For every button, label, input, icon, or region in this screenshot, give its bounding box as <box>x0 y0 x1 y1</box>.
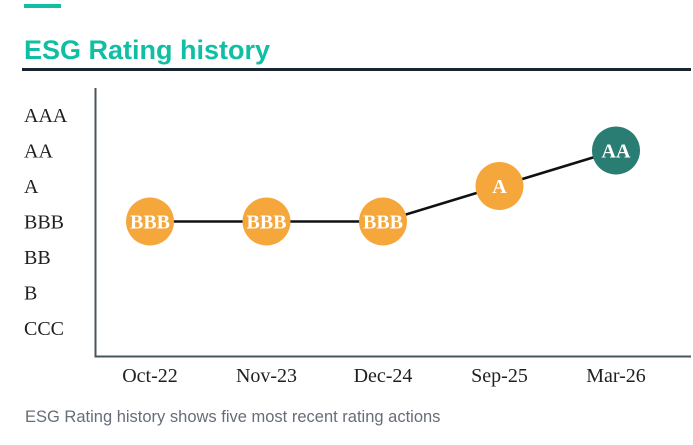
y-axis-label: AAA <box>24 105 68 127</box>
y-axis-label: AA <box>24 141 53 163</box>
y-axis-label: BB <box>24 247 51 269</box>
rating-point <box>242 197 291 246</box>
rating-point <box>126 197 174 246</box>
x-axis-label: Mar-26 <box>586 365 646 387</box>
rating-point-label: BBB <box>130 212 170 234</box>
x-axis-label: Sep-25 <box>471 365 528 387</box>
rating-point <box>359 197 407 246</box>
y-axis-label: A <box>24 176 39 198</box>
chart-caption: ESG Rating history shows five most recen… <box>25 408 441 426</box>
y-axis-label: BBB <box>24 212 64 234</box>
rating-point-label: A <box>492 176 507 198</box>
rating-point-label: AA <box>602 141 631 163</box>
page-title: ESG Rating history <box>24 35 271 66</box>
rating-point-label: BBB <box>363 212 403 234</box>
title-rule <box>22 68 691 71</box>
top-accent-dash <box>24 4 61 8</box>
rating-point-label: BBB <box>246 212 286 234</box>
rating-point <box>475 162 524 210</box>
x-axis-label: Dec-24 <box>354 365 413 387</box>
y-axis-label: CCC <box>24 318 64 340</box>
rating-point <box>592 126 640 175</box>
y-axis-label: B <box>24 283 37 305</box>
x-axis-label: Nov-23 <box>236 365 297 387</box>
x-axis-label: Oct-22 <box>122 365 178 387</box>
